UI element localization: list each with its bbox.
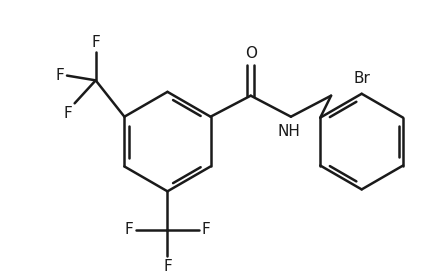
Text: F: F xyxy=(64,106,73,121)
Text: NH: NH xyxy=(278,124,301,139)
Text: F: F xyxy=(202,222,210,237)
Text: F: F xyxy=(163,259,172,274)
Text: Br: Br xyxy=(353,71,370,86)
Text: F: F xyxy=(91,35,100,50)
Text: F: F xyxy=(56,68,64,83)
Text: O: O xyxy=(245,46,257,61)
Text: F: F xyxy=(124,222,133,237)
